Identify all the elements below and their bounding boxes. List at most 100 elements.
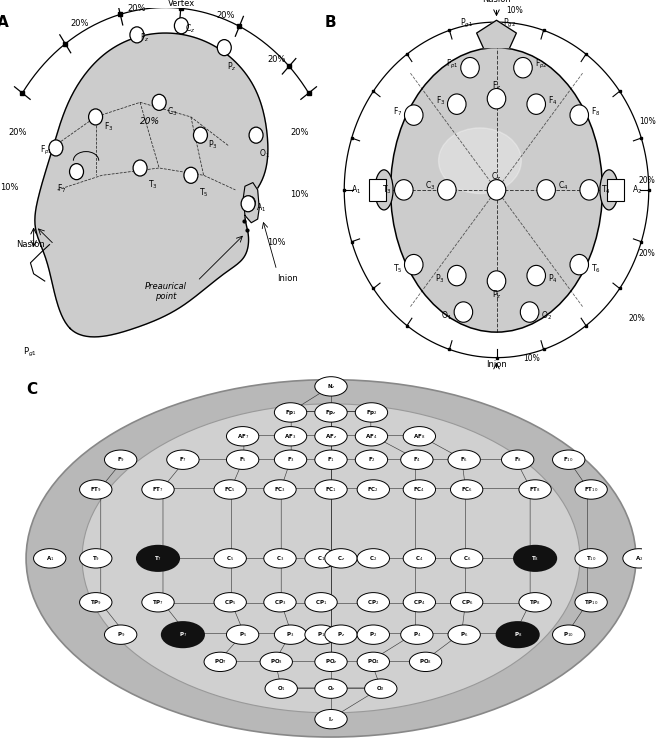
Circle shape <box>137 546 179 571</box>
Text: P$_{g1}$: P$_{g1}$ <box>23 345 36 359</box>
Circle shape <box>365 679 397 699</box>
Circle shape <box>244 196 256 209</box>
Text: FC$_5$: FC$_5$ <box>224 485 236 494</box>
Text: F$_z$: F$_z$ <box>140 32 150 44</box>
Text: C$_z$: C$_z$ <box>185 22 195 35</box>
Text: 20%: 20% <box>629 314 645 323</box>
Circle shape <box>575 480 607 499</box>
Text: 20%: 20% <box>128 5 146 14</box>
Ellipse shape <box>600 170 618 210</box>
Circle shape <box>133 160 147 176</box>
Circle shape <box>214 480 246 499</box>
Circle shape <box>357 652 389 672</box>
Circle shape <box>274 625 307 644</box>
Text: PO$_8$: PO$_8$ <box>419 657 432 666</box>
Text: F$_{p1}$: F$_{p1}$ <box>40 144 53 157</box>
Text: C$_z$: C$_z$ <box>491 171 502 183</box>
Text: P$_{g2}$: P$_{g2}$ <box>503 17 516 30</box>
Circle shape <box>305 625 337 644</box>
Text: Vertex: Vertex <box>167 0 195 8</box>
Circle shape <box>193 127 207 143</box>
Text: O$_z$: O$_z$ <box>326 684 336 693</box>
Text: 20%: 20% <box>290 128 308 137</box>
Circle shape <box>450 549 483 568</box>
Text: O$_1$: O$_1$ <box>441 310 451 322</box>
Circle shape <box>263 480 296 499</box>
Text: 20%: 20% <box>140 117 160 126</box>
Circle shape <box>167 450 199 469</box>
Circle shape <box>152 94 166 111</box>
Ellipse shape <box>375 170 393 210</box>
Text: CP$_2$: CP$_2$ <box>367 598 379 607</box>
Ellipse shape <box>82 404 580 713</box>
Text: T$_4$: T$_4$ <box>601 183 610 196</box>
Text: F$_{10}$: F$_{10}$ <box>563 455 574 464</box>
Circle shape <box>315 480 347 499</box>
Circle shape <box>315 426 347 446</box>
Text: F$_7$: F$_7$ <box>58 183 67 195</box>
Circle shape <box>450 480 483 499</box>
Circle shape <box>355 426 388 446</box>
Text: F$_3$: F$_3$ <box>103 120 113 133</box>
Text: N$_z$: N$_z$ <box>326 382 336 391</box>
Text: FC$_4$: FC$_4$ <box>413 485 426 494</box>
Text: AF$_z$: AF$_z$ <box>325 432 337 441</box>
Text: P$_{10}$: P$_{10}$ <box>563 630 574 639</box>
Circle shape <box>89 109 103 125</box>
Circle shape <box>580 180 598 200</box>
Text: P$_2$: P$_2$ <box>369 630 377 639</box>
Ellipse shape <box>26 380 636 737</box>
Circle shape <box>184 167 198 183</box>
Text: TP$_{10}$: TP$_{10}$ <box>584 598 598 607</box>
Text: 20%: 20% <box>8 128 26 137</box>
Circle shape <box>520 302 539 323</box>
Circle shape <box>404 105 423 126</box>
Text: P$_z$: P$_z$ <box>492 289 501 301</box>
Text: CP$_6$: CP$_6$ <box>461 598 473 607</box>
Circle shape <box>448 625 481 644</box>
Text: 10%: 10% <box>290 190 308 199</box>
Circle shape <box>487 89 506 109</box>
Text: T$_{10}$: T$_{10}$ <box>586 554 596 562</box>
Text: P$_1$: P$_1$ <box>317 630 325 639</box>
Text: C$_2$: C$_2$ <box>369 554 377 562</box>
Circle shape <box>142 480 174 499</box>
Circle shape <box>265 679 297 699</box>
Circle shape <box>355 403 388 422</box>
Text: CP$_1$: CP$_1$ <box>315 598 327 607</box>
Text: F$_1$: F$_1$ <box>327 455 335 464</box>
Circle shape <box>315 652 347 672</box>
Text: T$_5$: T$_5$ <box>393 262 402 274</box>
Text: P$_6$: P$_6$ <box>460 630 468 639</box>
Text: O$_2$: O$_2$ <box>377 684 385 693</box>
Circle shape <box>142 593 174 612</box>
Circle shape <box>454 302 473 323</box>
Circle shape <box>496 622 539 647</box>
Text: FC$_3$: FC$_3$ <box>274 485 286 494</box>
Text: Nasion: Nasion <box>16 240 45 249</box>
Text: O$_1$: O$_1$ <box>277 684 285 693</box>
Circle shape <box>315 679 347 699</box>
Circle shape <box>527 265 545 286</box>
Text: 20%: 20% <box>639 248 655 257</box>
Text: 10%: 10% <box>267 238 286 247</box>
Circle shape <box>357 549 389 568</box>
Text: A$_1$: A$_1$ <box>46 554 54 562</box>
Text: C$_z$: C$_z$ <box>337 554 345 562</box>
Text: P$_3$: P$_3$ <box>436 273 445 286</box>
Circle shape <box>226 426 259 446</box>
Text: P$_9$: P$_9$ <box>117 630 125 639</box>
Text: PO$_4$: PO$_4$ <box>367 657 380 666</box>
Text: CP$_5$: CP$_5$ <box>224 598 236 607</box>
Circle shape <box>79 480 112 499</box>
Circle shape <box>204 652 236 672</box>
Circle shape <box>401 625 433 644</box>
Bar <box>608 179 624 201</box>
Text: CP$_3$: CP$_3$ <box>274 598 286 607</box>
Text: P$_4$: P$_4$ <box>412 630 421 639</box>
Text: C: C <box>26 381 37 396</box>
Circle shape <box>241 196 255 212</box>
Text: FC$_1$: FC$_1$ <box>325 485 337 494</box>
Text: P$_5$: P$_5$ <box>238 630 247 639</box>
Text: T$_6$: T$_6$ <box>591 262 600 274</box>
